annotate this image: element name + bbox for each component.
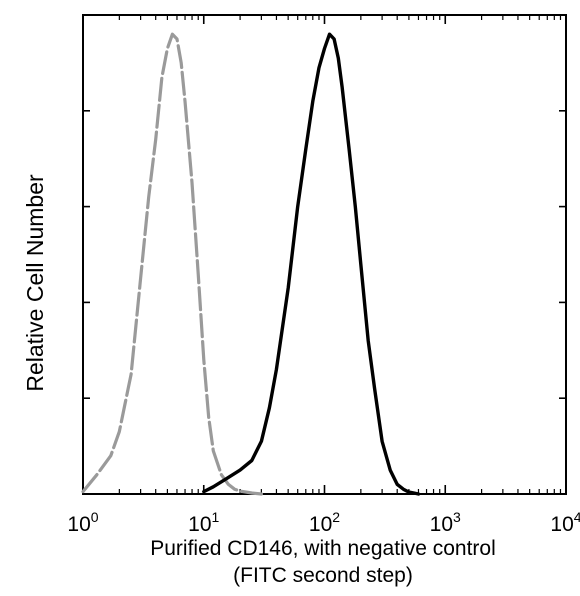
y-axis-label: Relative Cell Number: [22, 174, 48, 392]
x-tick-label: 103: [430, 509, 461, 536]
x-tick-label: 104: [550, 509, 580, 536]
axis-ticks: [82, 14, 567, 495]
x-axis-label-line-1: Purified CD146, with negative control: [150, 537, 496, 560]
series-layer: [81, 32, 421, 496]
x-tick-labels: 100 101 102 103 104: [67, 509, 580, 536]
x-axis-label-line-2: (FITC second step): [233, 564, 413, 587]
cd146-histogram: [202, 32, 421, 496]
x-tick-label: 101: [188, 509, 219, 536]
x-tick-label: 102: [309, 509, 340, 536]
x-tick-label: 100: [67, 509, 98, 536]
negative-control-histogram: [81, 32, 263, 496]
